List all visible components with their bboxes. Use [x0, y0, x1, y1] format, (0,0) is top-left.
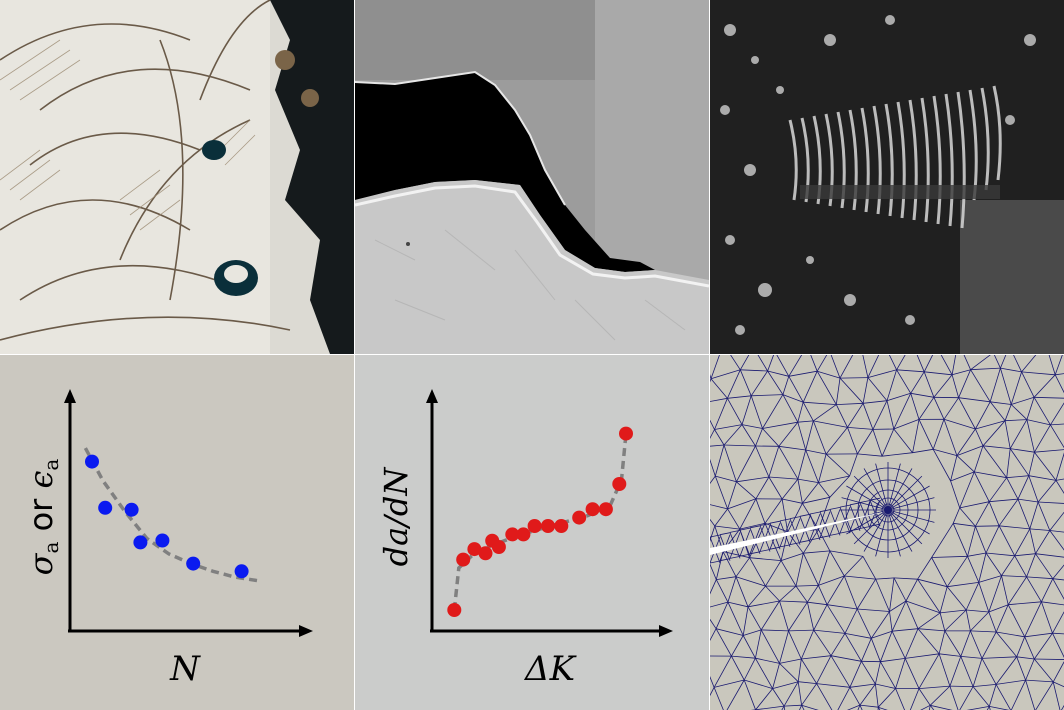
data-point-12 — [572, 510, 587, 525]
y-axis-label: da/dN — [377, 467, 415, 567]
data-point-6 — [186, 556, 201, 571]
crack-opening — [710, 511, 888, 555]
y-axis-label: σa or ϵa — [22, 459, 63, 576]
x-axis-label: ΔK — [523, 649, 578, 689]
y-axis-arrow — [426, 389, 438, 403]
data-point-2 — [98, 500, 113, 515]
striations-image-svg — [710, 0, 1064, 354]
data-point-2 — [456, 552, 471, 567]
data-point-1 — [447, 603, 462, 617]
sn-curve-chart: N σa or ϵa — [22, 389, 313, 689]
x-axis-arrow — [299, 625, 313, 637]
data-point-16 — [619, 426, 633, 441]
sn-curve-panel: N σa or ϵa — [0, 355, 354, 710]
data-points — [85, 454, 249, 579]
optical-micrograph-image — [0, 0, 354, 354]
data-point-10 — [541, 519, 555, 533]
data-point-3 — [467, 542, 482, 557]
crack-tip — [884, 506, 892, 514]
data-point-5 — [155, 533, 170, 548]
data-point-7 — [234, 564, 249, 579]
data-point-9 — [527, 519, 542, 533]
trend-line — [83, 447, 260, 583]
data-point-7 — [505, 527, 520, 542]
data-point-3 — [124, 502, 139, 517]
data-point-4 — [478, 546, 493, 561]
sem-crack-image — [355, 0, 709, 354]
data-point-11 — [554, 519, 569, 533]
x-axis-label: N — [169, 649, 201, 689]
data-point-13 — [585, 502, 600, 517]
data-point-14 — [598, 502, 613, 517]
data-point-8 — [516, 527, 531, 542]
data-point-6 — [491, 540, 506, 554]
crack-growth-chart: ΔK da/dN — [377, 389, 673, 689]
optical-micrograph — [0, 0, 354, 354]
sem-crack-image-svg — [355, 0, 709, 354]
y-axis-arrow — [64, 389, 76, 403]
x-axis-arrow — [659, 625, 673, 637]
striations-image — [710, 0, 1064, 354]
data-point-4 — [133, 535, 148, 550]
data-points — [447, 426, 633, 617]
fe-mesh-image — [710, 355, 1064, 710]
fe-mesh-svg — [710, 355, 1064, 710]
crack-growth-panel: ΔK da/dN — [355, 355, 709, 710]
data-point-1 — [85, 454, 99, 469]
data-point-15 — [612, 477, 627, 491]
